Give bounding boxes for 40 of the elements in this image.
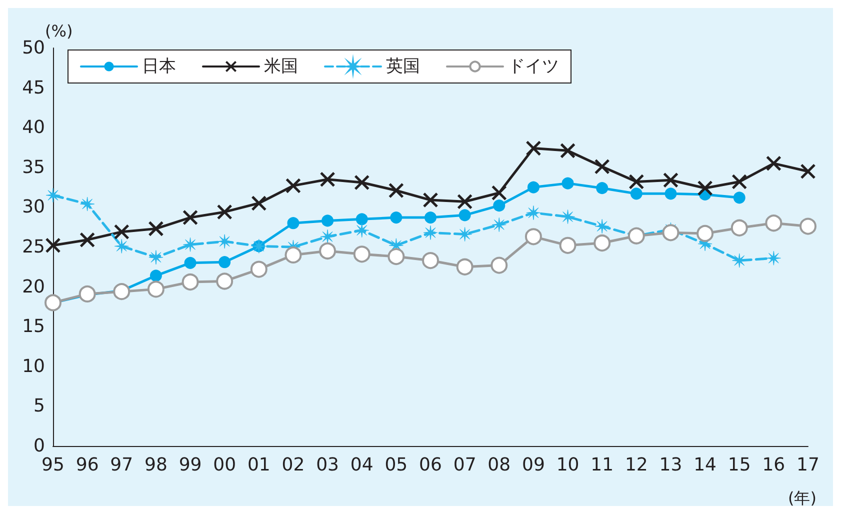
x-tick-label: 08 [488,454,511,476]
x-tick-label: 03 [316,454,339,476]
x-tick-label: 95 [42,454,64,476]
x-tick-label: 00 [213,454,236,476]
legend-label: 日本 [142,56,176,76]
x-tick-label: 16 [762,454,786,476]
y-tick-label: 40 [22,117,45,138]
x-tick-label: 01 [247,454,270,476]
x-tick-label: 12 [624,454,648,476]
y-tick-label: 5 [34,396,45,417]
y-tick-label: 15 [22,316,45,338]
x-tick-label: 97 [110,454,134,476]
x-tick-label: 17 [796,454,820,476]
y-tick-label: 10 [22,356,45,377]
y-tick-label: 20 [22,276,45,298]
x-tick-label: 14 [694,454,716,476]
y-tick-label: 50 [22,38,45,58]
y-tick-label: 45 [22,77,45,98]
legend-label: 英国 [386,56,420,76]
y-tick-label: 0 [34,436,45,456]
x-tick-label: 13 [659,454,682,476]
x-tick-label: 05 [384,454,408,476]
x-tick-label: 04 [350,454,374,476]
x-tick-label: 09 [522,454,545,476]
x-tick-label: 99 [178,454,202,476]
y-tick-label: 35 [22,156,45,178]
x-tick-label: 10 [556,454,580,476]
y-axis-title: (%) [45,22,73,41]
x-tick-label: 06 [419,454,442,476]
x-tick-label: 15 [728,454,751,476]
x-tick-label: 11 [590,454,614,476]
y-tick-label: 30 [22,196,45,218]
x-tick-label: 96 [76,454,99,476]
x-axis-title: (年) [788,488,816,508]
y-tick-label: 25 [22,236,45,258]
x-tick-label: 98 [144,454,168,476]
x-tick-label: 02 [282,454,305,476]
legend-label: ドイツ [508,56,559,76]
x-tick-label: 07 [453,454,476,476]
legend-label: 米国 [264,56,298,76]
